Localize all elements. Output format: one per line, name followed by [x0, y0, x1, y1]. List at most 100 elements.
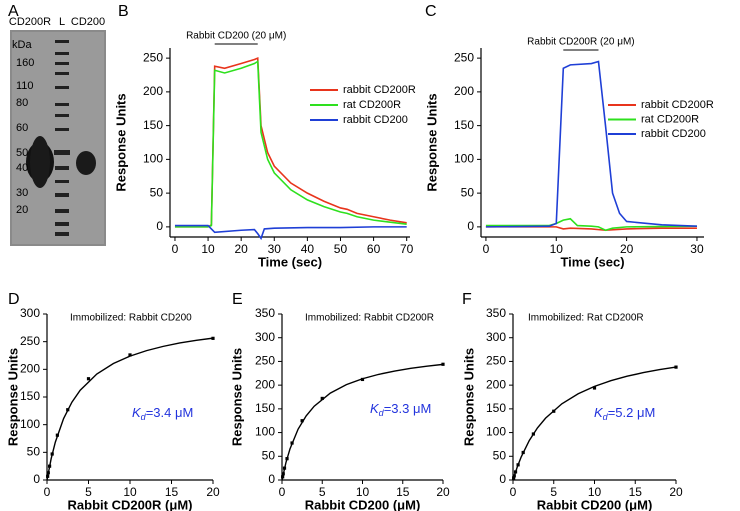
x-tick-label: 5	[85, 485, 92, 499]
data-point	[300, 419, 304, 423]
unit-label: kDa	[12, 39, 32, 51]
y-axis-label: Response Units	[229, 348, 244, 446]
panel-letter: A	[8, 3, 19, 20]
y-tick-label: 250	[143, 50, 163, 64]
data-point	[441, 362, 445, 366]
x-axis-label: Time (sec)	[258, 254, 322, 269]
x-tick-label: 20	[620, 242, 634, 256]
kd-text: =3.3 μM	[384, 401, 432, 416]
ladder-band	[55, 128, 69, 131]
legend-label: rabbit CD200R	[343, 84, 416, 96]
kd-symbol: K	[594, 405, 604, 420]
x-tick-label: 40	[301, 242, 315, 256]
kd-label: Kd=5.2 μM	[594, 405, 655, 422]
data-point	[592, 386, 597, 390]
x-tick-label: 30	[690, 242, 704, 256]
data-point	[320, 396, 324, 401]
ladder-band	[55, 180, 69, 183]
kd-symbol: K	[132, 405, 142, 420]
marker-label: 40	[16, 162, 28, 174]
annotation: Immobilized: Rabbit CD200R	[305, 313, 434, 324]
lane-label: CD200R	[9, 16, 51, 28]
y-tick-label: 50	[493, 448, 507, 462]
y-tick-label: 250	[454, 50, 474, 64]
ladder-band	[54, 150, 70, 155]
y-tick-label: 50	[461, 185, 475, 199]
gel-band	[30, 136, 50, 188]
legend-label: rabbit CD200R	[641, 99, 714, 111]
ladder-band	[55, 72, 69, 75]
marker-label: 160	[16, 57, 34, 69]
x-tick-label: 0	[172, 242, 179, 256]
kd-subscript: d	[603, 412, 609, 422]
x-tick-label: 0	[44, 485, 51, 499]
y-tick-label: 300	[486, 330, 506, 344]
x-tick-label: 20	[206, 485, 220, 499]
y-tick-label: 100	[143, 152, 163, 166]
y-tick-label: 50	[150, 185, 164, 199]
y-tick-label: 250	[255, 354, 275, 368]
data-point	[128, 353, 132, 357]
x-axis-label: Time (sec)	[560, 254, 624, 269]
ladder-band	[55, 193, 69, 197]
kd-text: =3.4 μM	[146, 405, 194, 420]
series-line	[174, 224, 407, 241]
ladder-band	[55, 52, 69, 55]
panel-letter: C	[425, 3, 437, 20]
x-tick-label: 5	[550, 485, 557, 499]
series-line	[512, 366, 677, 481]
ladder-band	[55, 103, 69, 106]
y-axis-label: Response Units	[461, 348, 476, 446]
x-tick-label: 10	[356, 485, 370, 499]
y-tick-label: 350	[486, 306, 506, 320]
x-tick-label: 15	[629, 485, 643, 499]
x-tick-label: 20	[436, 485, 450, 499]
y-tick-label: 0	[268, 472, 275, 486]
ladder-band	[55, 166, 69, 170]
ladder-band	[55, 62, 69, 65]
chart: 0 50 100 150 200 250 300 350 0 5 10 15 20 Rabbit CD20…	[461, 306, 683, 511]
y-tick-label: 200	[20, 362, 40, 376]
lane-label: CD200	[71, 16, 105, 28]
series-line	[281, 363, 444, 481]
annotation: Immobilized: Rat CD200R	[528, 313, 644, 324]
x-tick-label: 15	[396, 485, 410, 499]
legend-label: rabbit CD200	[641, 128, 706, 140]
marker-label: 30	[16, 187, 28, 199]
x-tick-label: 10	[550, 242, 564, 256]
x-axis-label: Rabbit CD200 (μM)	[305, 497, 421, 511]
kd-label: Kd=3.4 μM	[132, 405, 193, 422]
x-tick-label: 20	[234, 242, 248, 256]
y-tick-label: 50	[27, 445, 41, 459]
marker-label: 20	[16, 204, 28, 216]
x-tick-label: 0	[279, 485, 286, 499]
x-tick-label: 30	[268, 242, 282, 256]
marker-label: 60	[16, 122, 28, 134]
y-tick-label: 200	[454, 84, 474, 98]
legend-label: rabbit CD200	[343, 114, 408, 126]
marker-label: 50	[16, 147, 28, 159]
marker-label: 110	[16, 80, 34, 92]
y-tick-label: 150	[454, 118, 474, 132]
chart: 0 50 100 150 200 250 300 0 5 10 15 20 Rabbit CD200R …	[5, 306, 220, 511]
ladder-band	[55, 232, 69, 236]
y-tick-label: 50	[262, 448, 276, 462]
y-tick-label: 150	[255, 401, 275, 415]
ladder-band	[55, 40, 69, 43]
annotation: Immobilized: Rabbit CD200	[70, 313, 192, 324]
panel-letter: D	[8, 291, 20, 308]
y-tick-label: 0	[33, 472, 40, 486]
x-tick-label: 10	[123, 485, 137, 499]
y-tick-label: 0	[467, 219, 474, 233]
panel-letter: F	[462, 291, 472, 308]
series-line	[485, 226, 697, 232]
kd-label: Kd=3.3 μM	[370, 401, 431, 418]
gel-image	[10, 30, 106, 246]
panel-letter: E	[232, 291, 243, 308]
y-tick-label: 0	[156, 219, 163, 233]
y-tick-label: 300	[20, 306, 40, 320]
x-tick-label: 20	[669, 485, 683, 499]
x-tick-label: 15	[165, 485, 179, 499]
data-point	[86, 377, 91, 381]
lane-label: L	[59, 16, 65, 28]
